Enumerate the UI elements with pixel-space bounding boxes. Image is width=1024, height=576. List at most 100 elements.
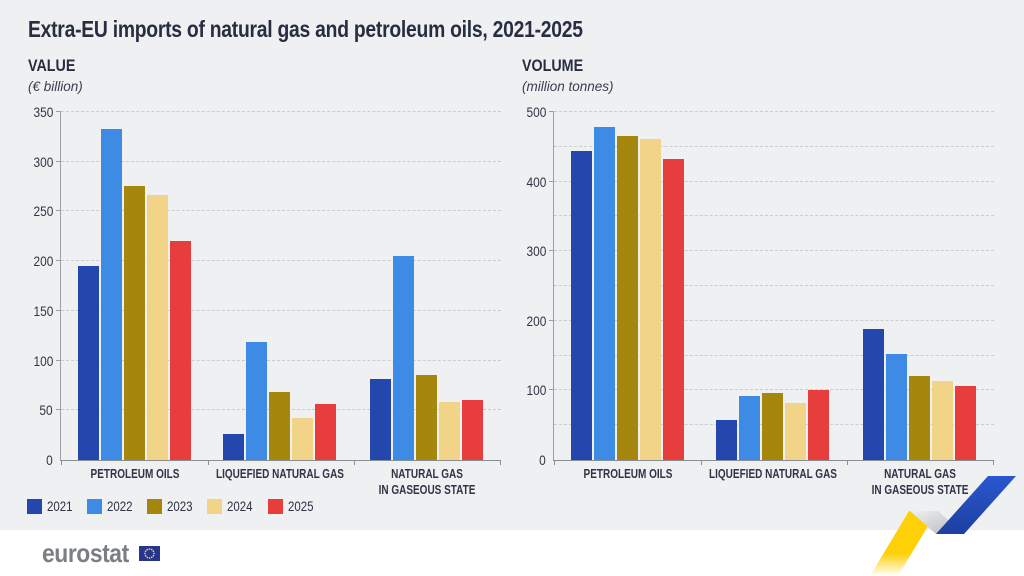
volume-chart-unit: (million tonnes): [522, 79, 614, 94]
legend-item-2024: 2024: [207, 498, 258, 514]
y-axis-tick-350: [56, 111, 61, 112]
gridline-250: [554, 285, 994, 286]
y-axis-tick-150: [56, 309, 61, 311]
bar-2021-natural-gas-in-gaseous-state: [370, 379, 391, 460]
volume-plot-area: 0 100 200 300 400 500 PETROLEUM OILS LIQUEFIED …: [526, 104, 994, 497]
legend-item-2022: 2022: [87, 498, 138, 514]
ribbon-yellow-stripe: [870, 511, 937, 576]
bar-2024-natural-gas-in-gaseous-state: [439, 402, 460, 460]
bar-2023-natural-gas-in-gaseous-state: [909, 376, 930, 460]
bar-2022-liquefied-natural-gas: [246, 341, 267, 460]
y-axis-tick-250: [56, 210, 61, 212]
legend-item-2025: 2025: [267, 498, 319, 514]
y-axis-tick-400: [549, 180, 554, 182]
x-axis-group-tick: [554, 460, 555, 465]
y-axis-tick-50: [56, 409, 61, 411]
bar-2024-natural-gas-in-gaseous-state: [932, 381, 953, 460]
bar-group-natural-gas-in-gaseous-state: [370, 112, 483, 460]
legend-label-2024: 2024: [227, 498, 254, 514]
bar-group-liquefied-natural-gas: [716, 112, 829, 460]
bar-2024-petroleum-oils: [147, 194, 168, 460]
y-axis-label-100: 100: [33, 352, 53, 369]
bar-2021-liquefied-natural-gas: [716, 419, 737, 460]
bar-2021-liquefied-natural-gas: [223, 434, 244, 460]
legend-swatch-2022: [87, 498, 103, 514]
volume-chart-heading: VOLUME: [522, 56, 595, 76]
x-axis-group-tick: [500, 460, 501, 465]
bar-2022-petroleum-oils: [101, 128, 122, 460]
bar-2024-petroleum-oils: [640, 139, 661, 460]
y-axis-label-400: 400: [526, 173, 546, 190]
x-axis-group-tick: [700, 460, 702, 465]
category-label-liquefied-natural-gas: LIQUEFIED NATURAL GAS: [708, 467, 837, 481]
legend-label-2022: 2022: [107, 498, 133, 514]
x-axis-group-tick: [61, 460, 62, 465]
y-axis-label-0: 0: [539, 452, 546, 468]
bar-2022-natural-gas-in-gaseous-state: [886, 354, 907, 460]
gridline-150: [61, 309, 501, 311]
zigzag-ribbon-graphic: [870, 476, 1016, 576]
bar-2025-petroleum-oils: [663, 158, 684, 460]
gridline-350: [554, 215, 994, 217]
bar-2025-liquefied-natural-gas: [315, 404, 336, 460]
gridline-100: [61, 359, 501, 361]
legend-label-2025: 2025: [287, 498, 314, 514]
eurostat-logo: eurostat: [42, 538, 160, 569]
legend-label-2021: 2021: [47, 498, 73, 514]
volume-chart-heading-text: VOLUME: [522, 56, 584, 75]
legend-swatch-2024: [207, 498, 223, 514]
y-axis-tick-100: [56, 359, 61, 361]
category-label-petroleum-oils: PETROLEUM OILS: [90, 467, 179, 481]
gridline-300: [554, 250, 994, 252]
y-axis-label-100: 100: [526, 382, 546, 399]
x-axis-group-tick: [207, 460, 209, 465]
y-axis-label-150: 150: [33, 302, 53, 319]
bar-2023-petroleum-oils: [124, 185, 145, 460]
bar-group-natural-gas-in-gaseous-state: [863, 112, 976, 460]
y-axis-label-300: 300: [33, 153, 53, 170]
legend: 2021 2022 2023 2024 2025: [27, 498, 319, 514]
y-axis-label-0: 0: [46, 452, 53, 468]
x-axis-group-tick: [847, 460, 848, 465]
bar-2021-petroleum-oils: [78, 266, 99, 460]
bar-2023-petroleum-oils: [617, 136, 638, 460]
y-axis-tick-300: [549, 250, 554, 252]
chart-title: Extra-EU imports of natural gas and petr…: [28, 16, 583, 42]
bar-2023-liquefied-natural-gas: [269, 392, 290, 460]
bar-2023-liquefied-natural-gas: [762, 393, 783, 460]
y-axis-label-300: 300: [526, 243, 546, 260]
bar-2024-liquefied-natural-gas: [785, 402, 806, 460]
bar-2025-natural-gas-in-gaseous-state: [955, 385, 976, 460]
value-chart-heading-text: VALUE: [28, 56, 76, 75]
x-axis-group-tick: [354, 460, 355, 465]
value-chart-heading: VALUE: [28, 56, 84, 76]
value-plot-area: 0 50 100 150 200 250 300 350 PETROLEUM OILS LIQUE…: [33, 104, 501, 497]
legend-swatch-2021: [27, 498, 42, 514]
value-chart-unit: (€ billion): [28, 79, 83, 94]
bar-group-petroleum-oils: [78, 112, 191, 460]
bar-2023-natural-gas-in-gaseous-state: [416, 374, 437, 460]
bar-2024-liquefied-natural-gas: [292, 418, 313, 460]
y-axis-tick-200: [56, 260, 61, 262]
gridline-500: [554, 111, 994, 112]
y-axis-label-200: 200: [526, 312, 546, 329]
y-axis-label-350: 350: [33, 104, 53, 120]
eurostat-wordmark: eurostat: [42, 538, 129, 568]
y-axis-tick-100: [549, 389, 554, 391]
bar-2021-petroleum-oils: [571, 150, 592, 460]
legend-swatch-2025: [267, 498, 283, 514]
ribbon-blue-stripe: [936, 476, 1016, 534]
eu-flag-icon: [138, 546, 160, 561]
bar-2022-petroleum-oils: [594, 127, 615, 460]
y-axis-tick-200: [549, 319, 554, 321]
y-axis-label-200: 200: [33, 253, 53, 270]
bar-2022-natural-gas-in-gaseous-state: [393, 256, 414, 460]
gridline-100: [554, 389, 994, 391]
gridline-450: [554, 145, 994, 147]
bar-2021-natural-gas-in-gaseous-state: [863, 329, 884, 460]
y-axis-tick-300: [56, 160, 61, 162]
gridline-350: [61, 111, 501, 112]
y-axis-label-50: 50: [39, 402, 53, 419]
gridline-150: [554, 354, 994, 356]
